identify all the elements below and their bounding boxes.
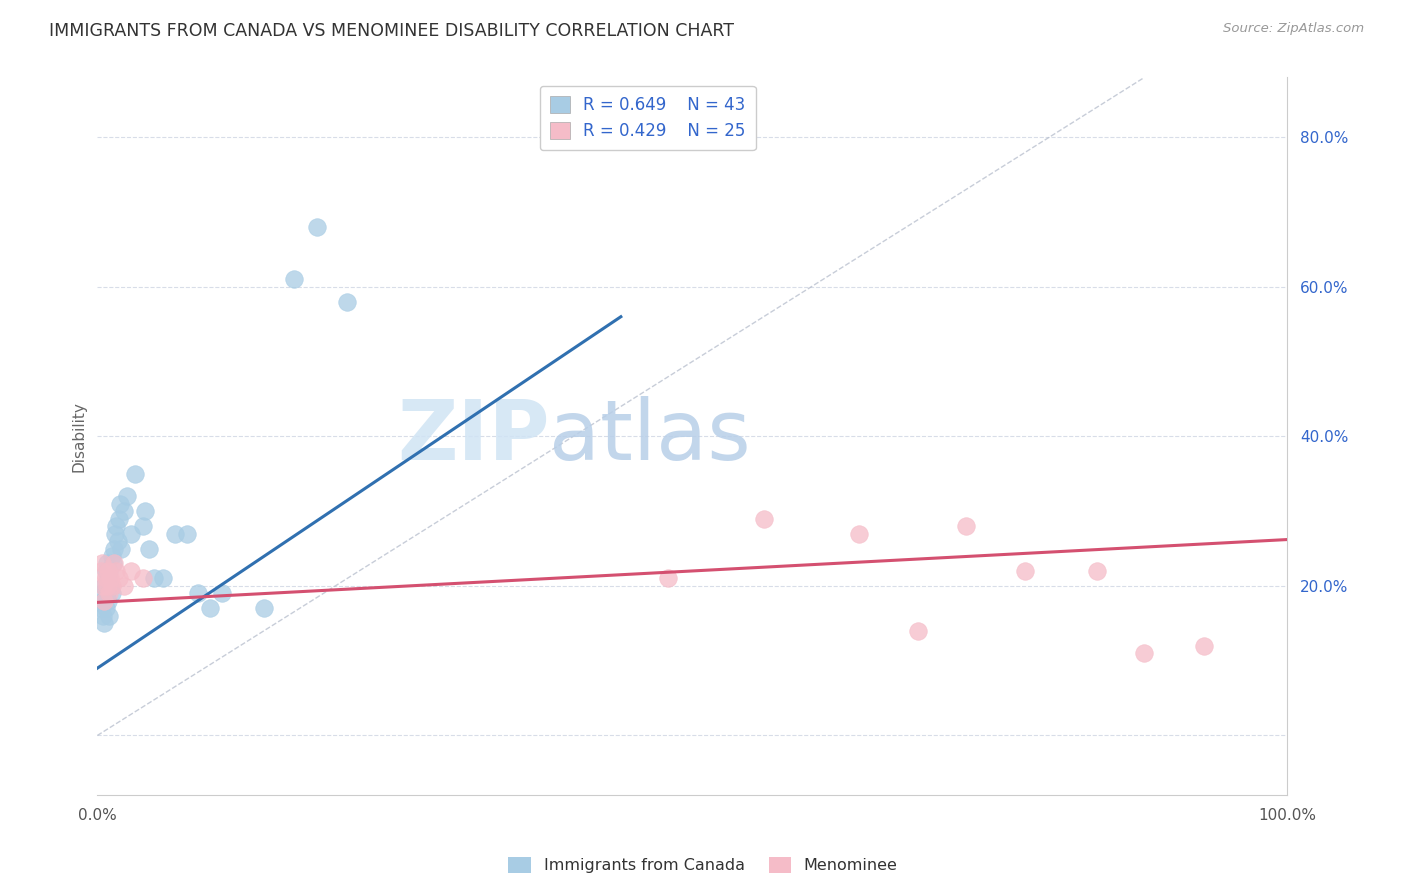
Point <box>120 564 142 578</box>
Point <box>848 526 870 541</box>
Point <box>90 601 112 615</box>
Point <box>107 511 129 525</box>
Point <box>91 608 114 623</box>
Point <box>97 594 120 608</box>
Point <box>100 579 122 593</box>
Point <box>104 526 127 541</box>
Point <box>131 519 153 533</box>
Point <box>120 526 142 541</box>
Point <box>907 624 929 638</box>
Point <box>100 571 122 585</box>
Point <box>93 594 115 608</box>
Point <box>91 557 114 571</box>
Legend: R = 0.649    N = 43, R = 0.429    N = 25: R = 0.649 N = 43, R = 0.429 N = 25 <box>540 86 755 151</box>
Point <box>307 219 329 234</box>
Point <box>97 564 120 578</box>
Point <box>1085 564 1108 578</box>
Point <box>103 557 125 571</box>
Point <box>657 571 679 585</box>
Point <box>138 541 160 556</box>
Point <box>1014 564 1036 578</box>
Point <box>1192 639 1215 653</box>
Point <box>112 579 135 593</box>
Point <box>176 526 198 541</box>
Point <box>112 504 135 518</box>
Point <box>96 586 118 600</box>
Point <box>134 504 156 518</box>
Point <box>124 467 146 481</box>
Point <box>105 519 128 533</box>
Point <box>143 571 166 585</box>
Point <box>98 608 121 623</box>
Legend: Immigrants from Canada, Menominee: Immigrants from Canada, Menominee <box>502 850 904 880</box>
Point <box>100 549 122 563</box>
Point <box>90 564 112 578</box>
Point <box>1133 646 1156 660</box>
Point <box>752 511 775 525</box>
Point <box>97 571 120 585</box>
Point <box>98 586 121 600</box>
Point <box>108 497 131 511</box>
Y-axis label: Disability: Disability <box>72 401 86 472</box>
Point <box>94 571 117 585</box>
Point <box>91 579 114 593</box>
Point <box>253 601 276 615</box>
Point <box>93 616 115 631</box>
Point <box>91 594 114 608</box>
Text: Source: ZipAtlas.com: Source: ZipAtlas.com <box>1223 22 1364 36</box>
Point <box>105 564 128 578</box>
Point <box>336 294 359 309</box>
Point <box>96 557 118 571</box>
Point <box>101 557 124 571</box>
Point <box>283 272 305 286</box>
Point <box>91 586 114 600</box>
Point <box>131 571 153 585</box>
Point <box>107 534 129 549</box>
Point <box>94 601 117 615</box>
Text: atlas: atlas <box>550 396 751 477</box>
Point <box>163 526 186 541</box>
Point <box>103 541 125 556</box>
Point <box>955 519 977 533</box>
Text: ZIP: ZIP <box>396 396 550 477</box>
Point <box>94 564 117 578</box>
Point <box>98 564 121 578</box>
Point <box>110 541 132 556</box>
Point <box>100 579 122 593</box>
Point <box>152 571 174 585</box>
Point <box>100 586 122 600</box>
Point <box>200 601 222 615</box>
Point <box>115 489 138 503</box>
Point <box>107 571 129 585</box>
Point <box>211 586 233 600</box>
Text: IMMIGRANTS FROM CANADA VS MENOMINEE DISABILITY CORRELATION CHART: IMMIGRANTS FROM CANADA VS MENOMINEE DISA… <box>49 22 734 40</box>
Point <box>93 579 115 593</box>
Point <box>96 579 118 593</box>
Point <box>187 586 209 600</box>
